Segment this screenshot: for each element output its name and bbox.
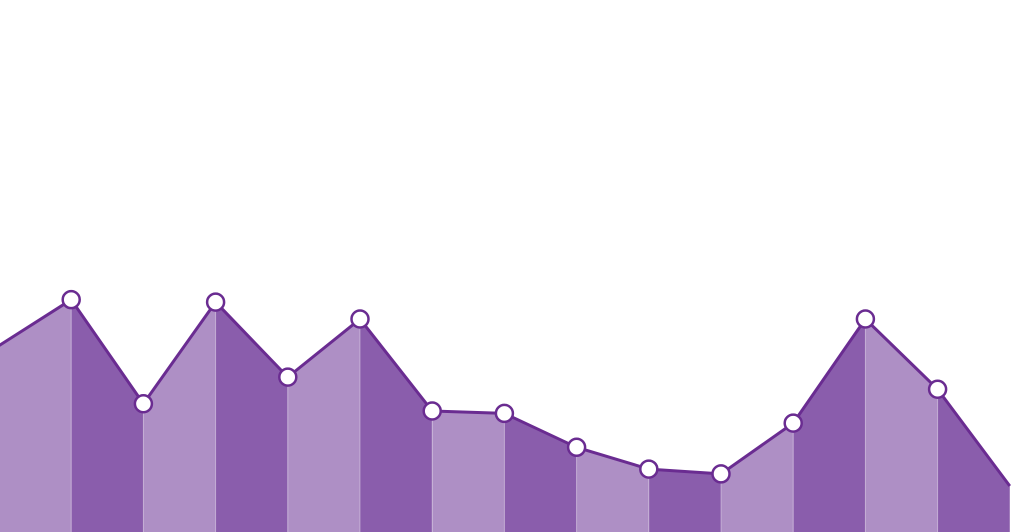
data-point-1 xyxy=(61,289,81,310)
area-band-4 xyxy=(287,319,360,532)
data-point-10 xyxy=(711,464,731,484)
data-point-11 xyxy=(783,413,803,433)
area-band-2 xyxy=(143,302,216,532)
area-band-0 xyxy=(0,299,72,532)
data-point-12 xyxy=(855,309,876,329)
data-point-4 xyxy=(278,367,298,387)
area-band-7 xyxy=(504,413,577,532)
area-band-8 xyxy=(576,447,649,532)
area-band-13 xyxy=(937,389,1010,532)
data-point-6 xyxy=(422,401,442,421)
area-band-6 xyxy=(432,411,505,532)
area-band-12 xyxy=(865,319,938,532)
data-point-3 xyxy=(205,292,226,312)
data-point-13 xyxy=(927,379,948,399)
data-point-9 xyxy=(639,459,659,479)
area-band-5 xyxy=(360,319,433,532)
point-markers xyxy=(61,289,948,484)
area-band-9 xyxy=(648,469,721,532)
data-point-5 xyxy=(350,309,370,329)
area-band-3 xyxy=(215,302,288,532)
area-band-11 xyxy=(793,319,866,532)
data-point-8 xyxy=(566,437,587,458)
data-point-7 xyxy=(494,403,515,424)
area-band-10 xyxy=(721,423,794,532)
data-point-2 xyxy=(133,393,154,414)
area-band-1 xyxy=(71,299,144,532)
